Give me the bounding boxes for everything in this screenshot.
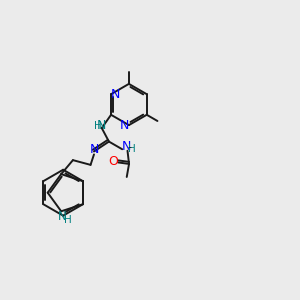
Text: -: - [127,142,131,152]
Text: N: N [57,210,66,223]
Text: N: N [111,88,120,101]
Text: H: H [94,121,101,131]
Text: N: N [97,119,106,132]
Text: N: N [121,140,131,153]
Text: H: H [128,144,136,154]
Text: O: O [108,155,118,168]
Text: N: N [89,142,99,156]
Text: H: H [64,215,71,225]
Text: N: N [119,119,129,132]
